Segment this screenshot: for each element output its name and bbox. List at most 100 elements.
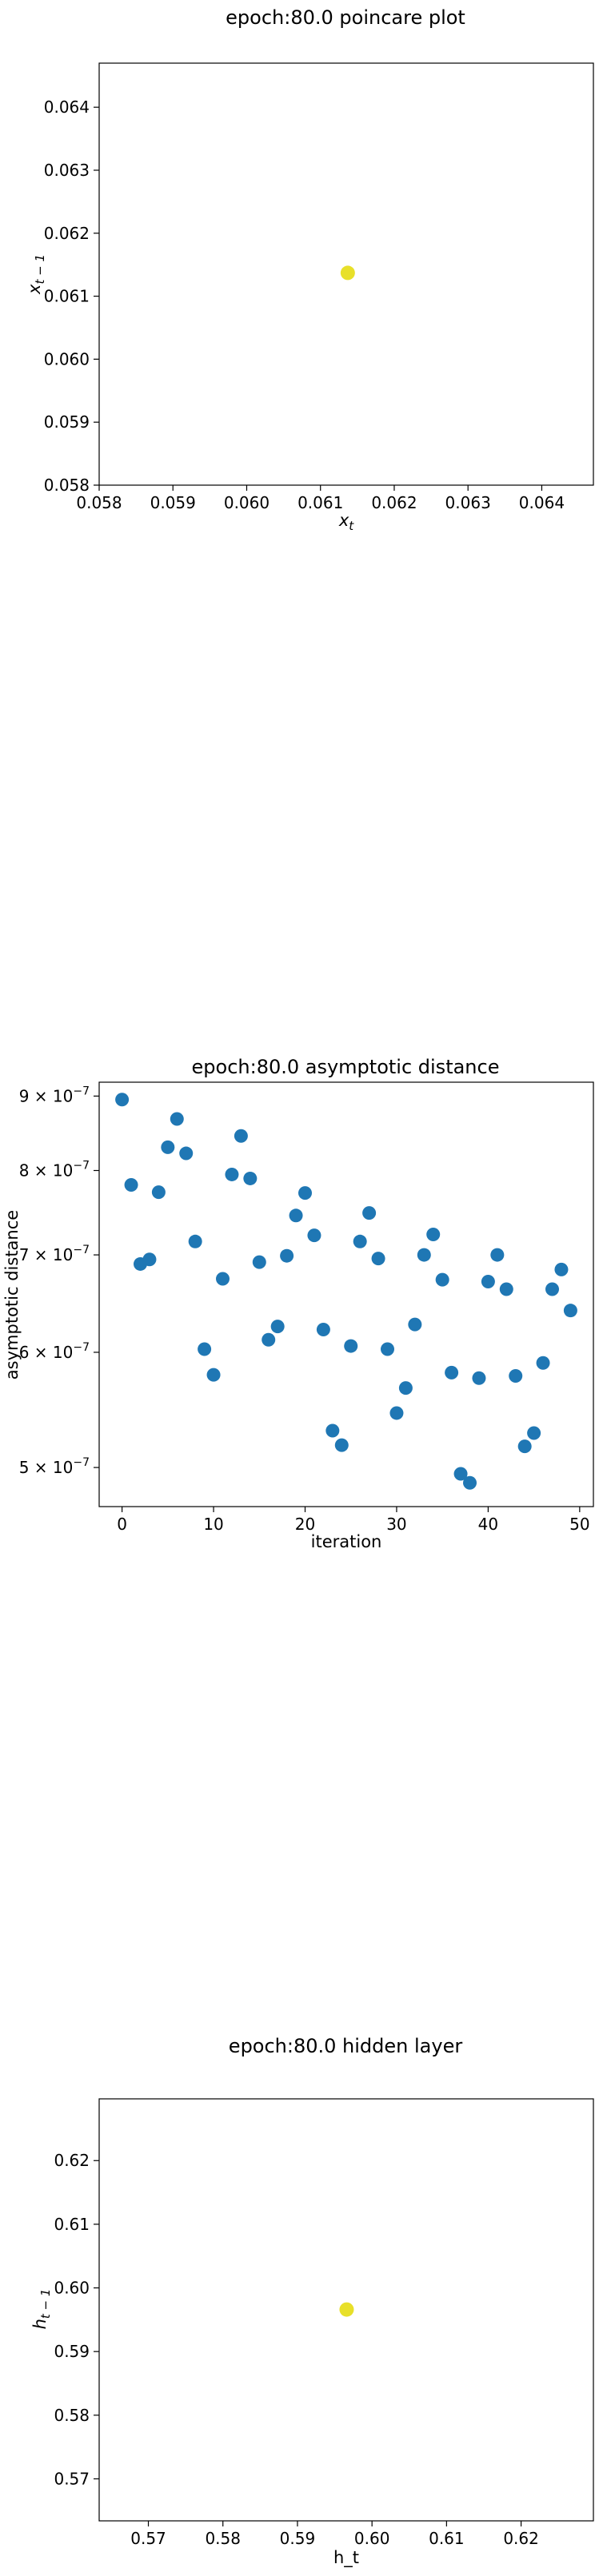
data-point	[445, 1365, 459, 1380]
poincare-plot-chart: epoch:80.0 poincare plot 0.058 0.059 0.060…	[25, 6, 594, 533]
x-axis-label-subscript: t	[349, 519, 354, 533]
x-tick-label: 0.60	[354, 2529, 390, 2548]
data-point	[481, 1275, 495, 1289]
asymptotic-distance-chart: epoch:80.0 asymptotic distance 0 10 20 30 40…	[2, 1056, 594, 1551]
y-tick-label: 0.063	[44, 161, 90, 180]
x-tick-label: 0.58	[205, 2529, 241, 2548]
data-point	[216, 1272, 230, 1286]
y-tick-label: 0.059	[44, 412, 90, 432]
data-point	[339, 2302, 354, 2317]
x-tick-label: 50	[569, 1515, 589, 1534]
data-point	[408, 1317, 422, 1332]
y-tick-label: 0.058	[44, 476, 90, 495]
data-point	[435, 1272, 449, 1287]
y-tick-label: 9 × 10−7	[19, 1085, 90, 1105]
data-points	[340, 265, 355, 281]
x-tick-label: 0.058	[76, 493, 122, 512]
y-tick-label: 0.59	[54, 2342, 90, 2361]
data-point	[262, 1332, 276, 1347]
data-point	[463, 1475, 477, 1490]
x-axis-ticks: 0.058 0.059 0.060 0.061 0.062 0.063 0.064	[76, 485, 565, 512]
x-tick-label: 30	[386, 1515, 406, 1534]
data-point	[270, 1320, 285, 1334]
data-point	[115, 1093, 130, 1107]
data-point	[563, 1304, 577, 1318]
data-point	[316, 1322, 330, 1336]
y-axis-label: asymptotic distance	[2, 1210, 22, 1380]
data-point	[252, 1255, 266, 1269]
x-tick-label: 20	[295, 1515, 315, 1534]
data-point	[426, 1228, 441, 1242]
data-point	[381, 1342, 394, 1356]
data-point	[325, 1423, 340, 1438]
x-axis-ticks: 0.57 0.58 0.59 0.60 0.61 0.62	[130, 2521, 539, 2548]
y-axis-label: xt − 1	[25, 254, 47, 295]
y-axis-ticks: 0.57 0.58 0.59 0.60 0.61 0.62	[54, 2151, 99, 2488]
data-point	[417, 1248, 431, 1262]
y-axis-label: ht − 1	[30, 2289, 53, 2330]
data-point	[280, 1248, 294, 1263]
data-points	[339, 2302, 354, 2317]
y-tick-label: 0.61	[54, 2215, 90, 2234]
data-point	[362, 1206, 377, 1220]
y-tick-label: 0.061	[44, 287, 90, 306]
data-point	[340, 265, 355, 281]
y-tick-label: 6 × 10−7	[19, 1341, 90, 1362]
data-point	[179, 1146, 194, 1161]
data-point	[225, 1167, 239, 1181]
x-axis-label: iteration	[311, 1532, 382, 1551]
y-tick-label: 8 × 10−7	[19, 1159, 90, 1180]
y-tick-label: 0.62	[54, 2151, 90, 2170]
plot-frame	[98, 62, 594, 486]
data-point	[124, 1177, 138, 1192]
x-tick-label: 0.61	[429, 2529, 465, 2548]
hidden-layer-chart: epoch:80.0 hidden layer 0.57 0.58 0.59 0.60…	[30, 2035, 594, 2568]
data-point	[490, 1248, 505, 1262]
y-axis-ticks: 0.058 0.059 0.060 0.061 0.062 0.063 0.064	[44, 98, 99, 495]
y-tick-label: 0.58	[54, 2406, 90, 2425]
data-point	[545, 1282, 559, 1296]
x-tick-label: 0.57	[130, 2529, 166, 2548]
data-point	[234, 1129, 248, 1143]
data-point	[517, 1439, 532, 1454]
data-point	[509, 1368, 523, 1383]
x-tick-label: 0.62	[503, 2529, 539, 2548]
y-tick-label: 5 × 10−7	[19, 1456, 90, 1477]
y-tick-label: 0.064	[44, 98, 90, 117]
data-point	[188, 1234, 202, 1248]
x-tick-label: 40	[478, 1515, 498, 1534]
x-tick-label: 0.063	[445, 493, 491, 512]
data-points	[115, 1093, 577, 1490]
chart-title: epoch:80.0 asymptotic distance	[192, 1056, 500, 1078]
y-axis-label-subscript: t − 1	[33, 254, 47, 285]
x-tick-label: 0.060	[224, 493, 270, 512]
y-tick-label: 0.062	[44, 224, 90, 243]
data-point	[536, 1356, 550, 1370]
data-point	[198, 1342, 212, 1356]
data-point	[453, 1467, 468, 1481]
data-point	[371, 1252, 385, 1266]
data-point	[243, 1171, 258, 1185]
x-tick-label: 0.062	[371, 493, 417, 512]
plot-frame	[98, 2098, 594, 2522]
chart-title: epoch:80.0 poincare plot	[226, 6, 465, 29]
data-point	[334, 1438, 349, 1452]
data-point	[389, 1406, 404, 1420]
x-tick-label: 10	[203, 1515, 223, 1534]
y-axis-label-subscript: t − 1	[38, 2289, 53, 2319]
data-point	[499, 1282, 513, 1296]
y-tick-label: 0.60	[54, 2279, 90, 2298]
x-axis-label: h_t	[333, 2548, 359, 2568]
data-point	[398, 1381, 413, 1395]
data-point	[472, 1371, 486, 1385]
plot-frame	[98, 1081, 594, 1507]
data-point	[353, 1234, 367, 1248]
y-tick-label: 0.060	[44, 349, 90, 368]
data-point	[161, 1140, 175, 1154]
data-point	[307, 1228, 321, 1243]
data-point	[289, 1208, 303, 1223]
x-axis-ticks: 0 10 20 30 40 50	[117, 1507, 590, 1534]
data-point	[142, 1252, 157, 1267]
data-point	[344, 1339, 358, 1353]
y-tick-label: 7 × 10−7	[19, 1244, 90, 1264]
